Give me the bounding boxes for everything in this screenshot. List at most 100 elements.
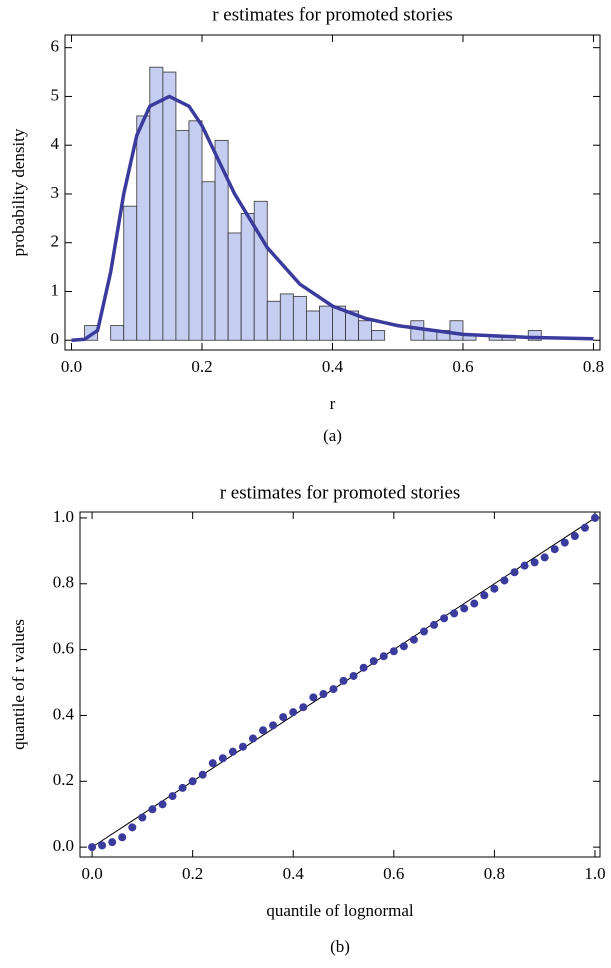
point [218, 754, 227, 763]
x-tick-label: 0.2 [182, 864, 203, 883]
x-tick-label: 0.6 [383, 864, 404, 883]
point [349, 671, 358, 680]
point [88, 843, 97, 852]
histogram-bar [201, 181, 216, 341]
point [440, 614, 449, 623]
histogram-bar [240, 213, 255, 341]
x-tick-label: 0.6 [452, 357, 473, 376]
histogram-bar [279, 293, 294, 341]
point [409, 635, 418, 644]
histogram-bar [358, 320, 373, 341]
y-tick-label: 0.8 [53, 573, 74, 592]
point [510, 568, 519, 577]
point [178, 783, 187, 792]
point [228, 747, 237, 756]
histogram-bar [449, 320, 464, 341]
histogram-bar [266, 300, 281, 341]
point [108, 838, 117, 847]
point [128, 823, 137, 832]
point [419, 627, 428, 636]
point [198, 770, 207, 779]
point [118, 833, 127, 842]
point [339, 676, 348, 685]
point [148, 805, 157, 814]
point [248, 734, 257, 743]
point [480, 591, 489, 600]
x-tick-label: 0.4 [322, 357, 344, 376]
caption: (b) [330, 937, 350, 956]
y-tick-label: 5 [51, 85, 60, 104]
y-tick-label: 1 [51, 280, 60, 299]
point [389, 647, 398, 656]
caption: (a) [323, 426, 342, 445]
chart-title: r estimates for promoted stories [220, 482, 461, 503]
point [98, 841, 107, 850]
histogram-bar [175, 130, 190, 341]
histogram-bar [306, 310, 320, 341]
y-tick-label: 0.2 [53, 770, 74, 789]
point [540, 553, 549, 562]
x-tick-label: 1.0 [584, 864, 605, 883]
point [238, 742, 247, 751]
point [450, 609, 459, 618]
point [560, 538, 569, 547]
x-tick-label: 0.8 [484, 864, 505, 883]
chart-title: r estimates for promoted stories [212, 4, 453, 25]
point [208, 759, 217, 768]
point [530, 558, 539, 567]
x-tick-label: 0.8 [583, 357, 604, 376]
point [168, 792, 177, 801]
histogram-bar [292, 295, 307, 341]
x-axis-label: quantile of lognormal [266, 901, 414, 920]
histogram-bar [123, 205, 138, 341]
point [299, 703, 308, 712]
x-tick-label: 0.0 [61, 357, 82, 376]
point [520, 561, 529, 570]
y-tick-label: 6 [51, 37, 60, 56]
plot-frame [64, 34, 601, 351]
point [470, 599, 479, 608]
point [188, 777, 197, 786]
histogram-bar [188, 120, 203, 341]
point [460, 604, 469, 613]
point [580, 523, 589, 532]
y-tick-label: 0.6 [53, 639, 74, 658]
histogram-bar [527, 330, 542, 341]
point [309, 693, 318, 702]
histogram-bar [371, 330, 386, 341]
y-axis-label: quantile of r values [9, 619, 28, 750]
y-tick-label: 0.4 [53, 704, 75, 723]
y-tick-label: 0.0 [53, 836, 74, 855]
histogram-bar [319, 305, 333, 341]
histogram-bar [227, 232, 242, 341]
point [369, 657, 378, 666]
point [570, 532, 579, 541]
point [590, 513, 599, 522]
x-tick-label: 0.0 [81, 864, 102, 883]
fit-curve [71, 94, 594, 342]
point [399, 642, 408, 651]
histogram-bar [110, 325, 125, 341]
point [430, 620, 439, 629]
point [269, 721, 278, 730]
y-axis-label: probability density [9, 128, 28, 256]
x-tick-label: 0.4 [283, 864, 305, 883]
y-tick-label: 4 [51, 134, 60, 153]
y-tick-label: 3 [51, 183, 60, 202]
point [490, 584, 499, 593]
point [158, 800, 167, 809]
histogram-bar [162, 71, 177, 341]
point [319, 690, 328, 699]
point [329, 685, 338, 694]
point [279, 713, 288, 722]
y-tick-label: 2 [51, 232, 60, 251]
histogram-bar [253, 200, 268, 341]
plot-frame [79, 511, 601, 858]
point [289, 708, 298, 717]
point [359, 663, 368, 672]
point [550, 545, 559, 554]
y-tick-label: 1.0 [53, 507, 74, 526]
point [138, 813, 147, 822]
histogram-bar [136, 115, 151, 341]
